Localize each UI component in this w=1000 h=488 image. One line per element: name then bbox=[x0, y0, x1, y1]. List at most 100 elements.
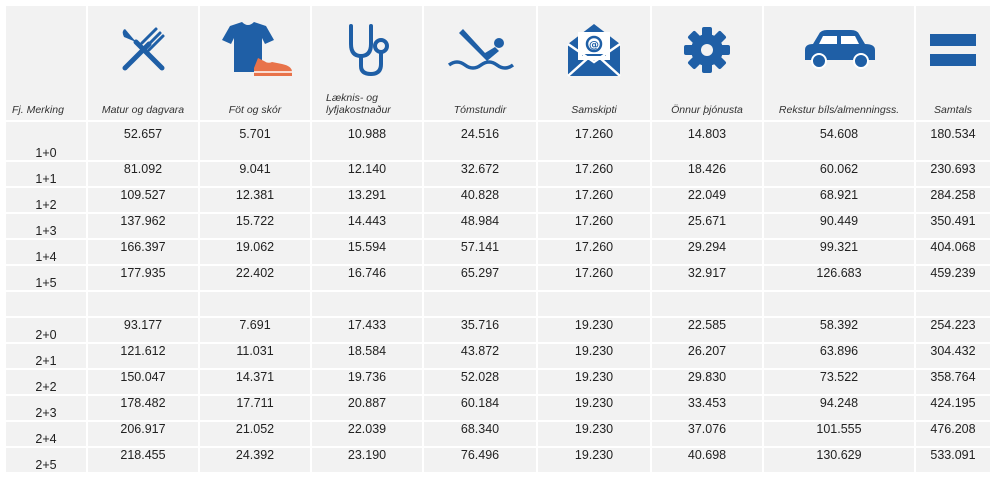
table-row: 2+0 93.177 7.691 17.433 35.716 19.230 22… bbox=[6, 318, 990, 342]
cell-value: 16.746 bbox=[312, 266, 422, 290]
table-row: 2+3 178.482 17.711 20.887 60.184 19.230 … bbox=[6, 396, 990, 420]
cell-value: 19.230 bbox=[538, 396, 650, 420]
cell-value: 17.433 bbox=[312, 318, 422, 342]
cell-value: 22.585 bbox=[652, 318, 762, 342]
cell-value: 424.195 bbox=[916, 396, 990, 420]
cell-value: 533.091 bbox=[916, 448, 990, 472]
cell-value: 54.608 bbox=[764, 122, 914, 160]
column-header-communication: @ Samskipti bbox=[538, 6, 650, 120]
cell-value: 40.698 bbox=[652, 448, 762, 472]
cell-value: 19.230 bbox=[538, 344, 650, 368]
cell-value: 17.260 bbox=[538, 188, 650, 212]
cell-value: 19.230 bbox=[538, 318, 650, 342]
cell-value: 29.294 bbox=[652, 240, 762, 264]
table-row: 2+1 121.612 11.031 18.584 43.872 19.230 … bbox=[6, 344, 990, 368]
cell-value: 17.260 bbox=[538, 266, 650, 290]
cell-value: 17.711 bbox=[200, 396, 310, 420]
cell-value: 5.701 bbox=[200, 122, 310, 160]
cell-value: 19.062 bbox=[200, 240, 310, 264]
table-row: 2+5 218.455 24.392 23.190 76.496 19.230 … bbox=[6, 448, 990, 472]
column-label-medical: Læknis- og lyfjakostnaður bbox=[326, 92, 391, 116]
cell-value: 94.248 bbox=[764, 396, 914, 420]
cell-value: 130.629 bbox=[764, 448, 914, 472]
column-label-food: Matur og dagvara bbox=[101, 104, 185, 116]
column-header-total: Samtals bbox=[916, 6, 990, 120]
cell-value: 166.397 bbox=[88, 240, 198, 264]
column-header-food: Matur og dagvara bbox=[88, 6, 198, 120]
cell-value: 60.184 bbox=[424, 396, 536, 420]
cell-value: 40.828 bbox=[424, 188, 536, 212]
cell-value: 404.068 bbox=[916, 240, 990, 264]
cell-value: 68.921 bbox=[764, 188, 914, 212]
cell-value: 121.612 bbox=[88, 344, 198, 368]
row-label: 1+4 bbox=[6, 240, 86, 264]
row-label: 1+1 bbox=[6, 162, 86, 186]
cell-value: 37.076 bbox=[652, 422, 762, 446]
cell-value: 24.392 bbox=[200, 448, 310, 472]
table-row: 1+2 109.527 12.381 13.291 40.828 17.260 … bbox=[6, 188, 990, 212]
column-label-total: Samtals bbox=[934, 104, 972, 116]
cell-value: 63.896 bbox=[764, 344, 914, 368]
car-icon bbox=[764, 20, 914, 80]
cutlery-icon bbox=[88, 20, 198, 80]
cell-value: 65.297 bbox=[424, 266, 536, 290]
row-label: 2+0 bbox=[6, 318, 86, 342]
cell-value: 19.230 bbox=[538, 422, 650, 446]
cell-value: 9.041 bbox=[200, 162, 310, 186]
column-header-clothing: Föt og skór bbox=[200, 6, 310, 120]
equals-icon bbox=[916, 20, 990, 80]
spacer-row bbox=[6, 292, 990, 316]
cell-value: 48.984 bbox=[424, 214, 536, 238]
row-label: 1+2 bbox=[6, 188, 86, 212]
cell-value: 52.657 bbox=[88, 122, 198, 160]
header-row: Fj. Merking bbox=[6, 6, 990, 120]
cell-value: 14.371 bbox=[200, 370, 310, 394]
cell-value: 22.039 bbox=[312, 422, 422, 446]
cell-value: 13.291 bbox=[312, 188, 422, 212]
row-label: 1+0 bbox=[6, 122, 86, 160]
row-label: 1+3 bbox=[6, 214, 86, 238]
cell-value: 17.260 bbox=[538, 122, 650, 160]
clothing-shoe-icon bbox=[200, 20, 310, 80]
cell-value: 93.177 bbox=[88, 318, 198, 342]
cell-value: 358.764 bbox=[916, 370, 990, 394]
column-label-other-services: Önnur þjónusta bbox=[671, 104, 743, 116]
table-row: 1+0 52.657 5.701 10.988 24.516 17.260 14… bbox=[6, 122, 990, 160]
email-envelope-icon: @ bbox=[538, 20, 650, 80]
row-label: 2+5 bbox=[6, 448, 86, 472]
cell-value: 304.432 bbox=[916, 344, 990, 368]
cell-value: 17.260 bbox=[538, 214, 650, 238]
row-label: 2+1 bbox=[6, 344, 86, 368]
column-label-vehicle: Rekstur bíls/almenningss. bbox=[778, 104, 900, 116]
cell-value: 17.260 bbox=[538, 162, 650, 186]
cell-value: 33.453 bbox=[652, 396, 762, 420]
cell-value: 15.594 bbox=[312, 240, 422, 264]
cell-value: 52.028 bbox=[424, 370, 536, 394]
cell-value: 284.258 bbox=[916, 188, 990, 212]
column-label-clothing: Föt og skór bbox=[228, 104, 282, 116]
cell-value: 32.917 bbox=[652, 266, 762, 290]
cell-value: 12.381 bbox=[200, 188, 310, 212]
cell-value: 11.031 bbox=[200, 344, 310, 368]
column-header-other-services: Önnur þjónusta bbox=[652, 6, 762, 120]
row-label: 2+3 bbox=[6, 396, 86, 420]
cell-value: 60.062 bbox=[764, 162, 914, 186]
cell-value: 19.230 bbox=[538, 370, 650, 394]
cell-value: 126.683 bbox=[764, 266, 914, 290]
cell-value: 58.392 bbox=[764, 318, 914, 342]
column-label-communication: Samskipti bbox=[571, 104, 617, 116]
cell-value: 19.736 bbox=[312, 370, 422, 394]
cell-value: 57.141 bbox=[424, 240, 536, 264]
cell-value: 15.722 bbox=[200, 214, 310, 238]
column-header-leisure: Tómstundir bbox=[424, 6, 536, 120]
column-label-leisure: Tómstundir bbox=[453, 104, 507, 116]
cell-value: 150.047 bbox=[88, 370, 198, 394]
cell-value: 7.691 bbox=[200, 318, 310, 342]
cell-value: 43.872 bbox=[424, 344, 536, 368]
cell-value: 206.917 bbox=[88, 422, 198, 446]
column-header-vehicle: Rekstur bíls/almenningss. bbox=[764, 6, 914, 120]
cell-value: 14.443 bbox=[312, 214, 422, 238]
row-label-header: Fj. Merking bbox=[6, 6, 86, 120]
cell-value: 109.527 bbox=[88, 188, 198, 212]
